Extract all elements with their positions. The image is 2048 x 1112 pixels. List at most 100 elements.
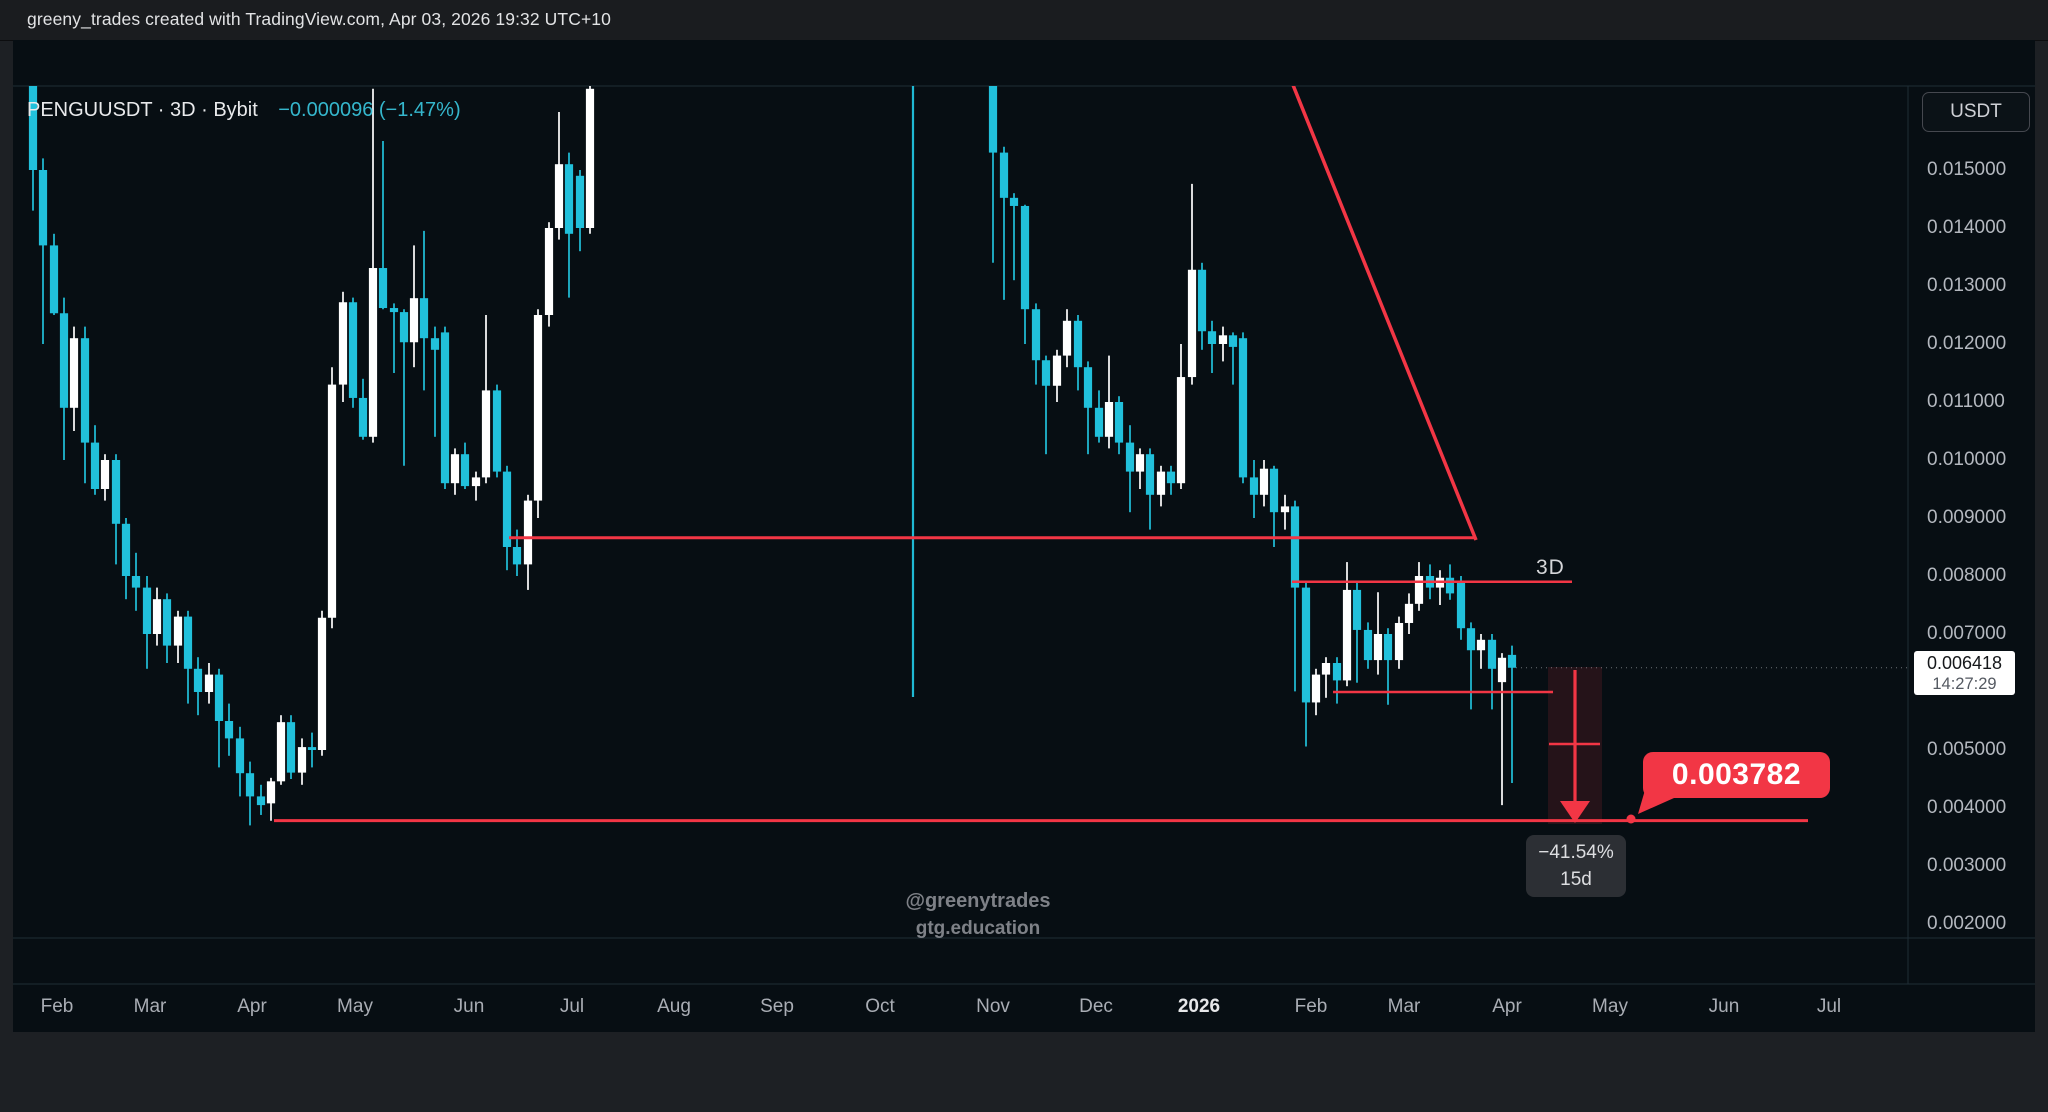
price-tick-label: 0.002000 bbox=[1927, 913, 2007, 934]
time-tick-label: Dec bbox=[1079, 996, 1113, 1017]
candle-body bbox=[1259, 468, 1269, 495]
candle-body bbox=[1094, 407, 1104, 437]
time-tick-label: Jun bbox=[453, 996, 485, 1017]
candle-body bbox=[297, 747, 307, 773]
candle-body bbox=[1332, 663, 1342, 681]
candle-body bbox=[59, 313, 69, 408]
time-tick-label: Jun bbox=[1708, 996, 1740, 1017]
candle-body bbox=[1238, 338, 1248, 478]
candle-body bbox=[368, 268, 378, 437]
price-axis[interactable]: 0.015000 0.014000 0.013000 0.012000 0.011000… bbox=[1908, 40, 2035, 984]
candle-body bbox=[183, 616, 193, 669]
time-tick-label: Feb bbox=[40, 996, 74, 1017]
time-tick-label: Feb bbox=[1294, 996, 1328, 1017]
candle-body bbox=[1280, 506, 1290, 513]
time-tick-label: Jul bbox=[1816, 996, 1842, 1017]
projection-arrowhead-icon bbox=[1560, 801, 1590, 823]
candle-body bbox=[1404, 603, 1414, 623]
candle-body bbox=[399, 312, 409, 343]
candle-body bbox=[1342, 589, 1352, 681]
candle-body bbox=[988, 86, 998, 153]
candle-body bbox=[1156, 471, 1166, 495]
caption-text: greeny_trades created with TradingView.c… bbox=[27, 9, 611, 29]
candle-body bbox=[419, 298, 429, 339]
candle-body bbox=[327, 384, 337, 618]
symbol-title[interactable]: PENGUUSDT · 3D · Bybit bbox=[27, 99, 258, 121]
candle-body bbox=[1301, 587, 1311, 703]
candle-body bbox=[1311, 674, 1321, 703]
candle-body bbox=[575, 175, 585, 228]
watermark-handle: @greenytrades bbox=[905, 890, 1051, 912]
time-axis[interactable]: Feb Mar Apr May Jun Jul Aug Sep Oct Nov Dec 2026 Feb… bbox=[13, 984, 1908, 1032]
candle-body bbox=[1352, 589, 1362, 630]
time-tick-label: Jul bbox=[559, 996, 585, 1017]
candle-body bbox=[999, 152, 1009, 198]
candle-body bbox=[193, 668, 203, 692]
candle-body bbox=[1487, 639, 1497, 669]
candle-body bbox=[1145, 454, 1155, 495]
candle-body bbox=[266, 781, 276, 804]
projection-stats-box[interactable]: −41.54% 15d bbox=[1526, 835, 1626, 897]
candle-body bbox=[409, 298, 419, 343]
candle-body bbox=[1476, 639, 1486, 651]
price-tick-label: 0.005000 bbox=[1927, 739, 2007, 760]
price-tick-label: 0.011000 bbox=[1927, 391, 2005, 412]
candle-body bbox=[245, 773, 255, 797]
price-tick-label: 0.010000 bbox=[1927, 449, 2007, 470]
candle-body bbox=[1135, 454, 1145, 472]
candle-body bbox=[430, 338, 440, 350]
candle-body bbox=[276, 722, 286, 782]
chart-canvas[interactable] bbox=[0, 40, 2048, 1032]
candle-body bbox=[162, 599, 172, 646]
candle-body bbox=[80, 338, 90, 443]
candle-body bbox=[49, 245, 59, 314]
price-tick-label: 0.009000 bbox=[1927, 507, 2007, 528]
candle-body bbox=[378, 268, 388, 309]
price-tick-label: 0.014000 bbox=[1927, 217, 2007, 238]
target-price-text: 0.003782 bbox=[1671, 758, 1802, 791]
candle-body bbox=[1373, 634, 1383, 661]
candle-body bbox=[1062, 320, 1072, 356]
candle-body bbox=[121, 523, 131, 576]
candle-body bbox=[256, 796, 266, 806]
candle-body bbox=[450, 454, 460, 484]
price-tick-label: 0.004000 bbox=[1927, 797, 2007, 818]
target-price-bubble[interactable]: 0.003782 bbox=[1643, 752, 1830, 798]
candle-body bbox=[152, 599, 162, 634]
price-tick-label: 0.012000 bbox=[1927, 333, 2007, 354]
current-price-label[interactable]: 0.006418 14:27:29 bbox=[1914, 651, 2015, 695]
candle-body bbox=[1020, 205, 1030, 310]
candle-body bbox=[214, 674, 224, 721]
drawing-trendline[interactable] bbox=[1291, 85, 1478, 541]
candle-body bbox=[1125, 442, 1135, 472]
candle-body bbox=[235, 738, 245, 774]
candle-body bbox=[1083, 367, 1093, 408]
candle-body bbox=[286, 722, 296, 773]
candle-body bbox=[348, 302, 358, 398]
candle-body bbox=[1394, 622, 1404, 661]
candle-body bbox=[1228, 335, 1238, 347]
candle-body bbox=[1041, 360, 1051, 386]
time-tick-label: Sep bbox=[760, 996, 794, 1017]
candle-body bbox=[523, 500, 533, 565]
currency-toggle-button[interactable]: USDT bbox=[1922, 92, 2030, 132]
time-tick-label: Mar bbox=[1387, 996, 1421, 1017]
candle-body bbox=[307, 747, 317, 750]
candle-body bbox=[1414, 576, 1424, 604]
candle-body bbox=[1363, 629, 1373, 661]
chart-widget bbox=[13, 40, 2035, 1032]
time-tick-label: Apr bbox=[1492, 996, 1522, 1017]
bottom-bar: TradingView bbox=[0, 1032, 2048, 1112]
current-price-value: 0.006418 bbox=[1926, 653, 2003, 673]
candle-body bbox=[1383, 634, 1393, 661]
candle-body bbox=[554, 164, 564, 228]
candle-body bbox=[533, 315, 543, 501]
candle-body bbox=[471, 477, 481, 487]
time-tick-label: Mar bbox=[133, 996, 167, 1017]
candle-body bbox=[460, 454, 470, 487]
timeframe-annotation: 3D bbox=[1536, 556, 1565, 579]
chart-legend[interactable]: PENGUUSDT · 3D · Bybit −0.000096 (−1.47%… bbox=[27, 99, 461, 125]
candle-body bbox=[1207, 331, 1217, 344]
stats-change: −41.54% bbox=[1538, 842, 1614, 863]
